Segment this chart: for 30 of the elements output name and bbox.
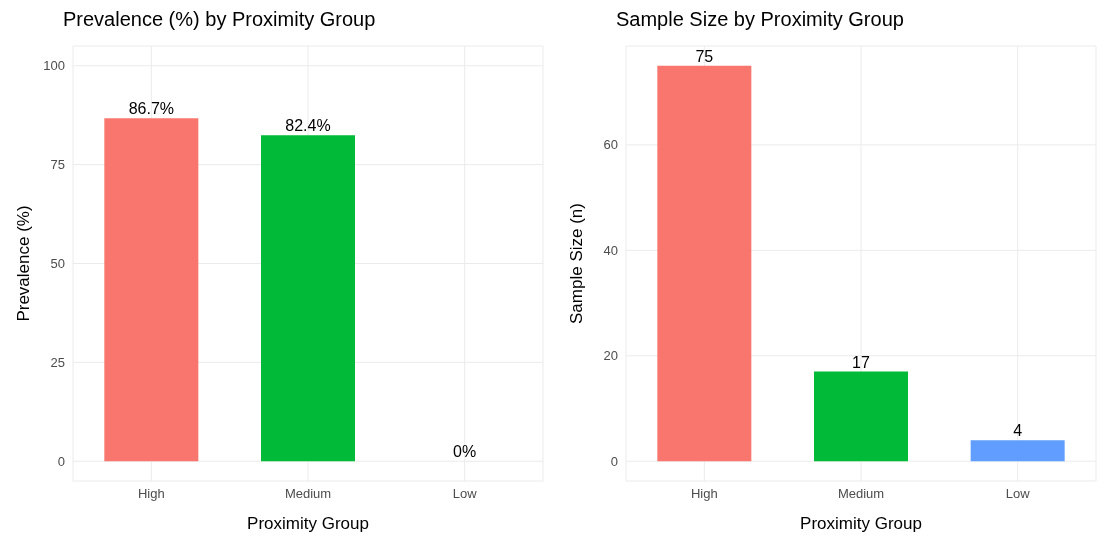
y-tick-label: 60 bbox=[603, 137, 618, 153]
y-axis-title: Sample Size (n) bbox=[567, 203, 587, 324]
x-tick-label: Low bbox=[452, 486, 478, 502]
x-tick-label: Medium bbox=[284, 486, 332, 502]
x-tick-label: Low bbox=[1005, 486, 1031, 502]
chart-title: Sample Size by Proximity Group bbox=[615, 8, 905, 32]
y-tick-label: 0 bbox=[57, 453, 65, 469]
y-tick-label: 50 bbox=[50, 256, 65, 272]
y-axis-title: Prevalence (%) bbox=[14, 205, 34, 322]
bar bbox=[814, 371, 908, 462]
y-tick-label: 75 bbox=[50, 157, 65, 173]
y-tick-label: 40 bbox=[603, 242, 618, 258]
data-label: 4 bbox=[1013, 422, 1023, 440]
data-label: 17 bbox=[852, 353, 870, 371]
y-tick-label: 100 bbox=[43, 58, 65, 74]
x-axis-title: Proximity Group bbox=[800, 514, 922, 533]
data-label: 0% bbox=[453, 443, 477, 461]
data-label: 82.4% bbox=[285, 117, 331, 135]
chart-title: Prevalence (%) by Proximity Group bbox=[62, 8, 377, 32]
x-tick-label: Medium bbox=[837, 486, 885, 502]
y-tick-label: 0 bbox=[610, 453, 618, 469]
y-tick-label: 25 bbox=[50, 354, 65, 370]
data-label: 86.7% bbox=[128, 100, 175, 118]
x-axis-title: Proximity Group bbox=[247, 514, 369, 533]
x-tick-label: High bbox=[137, 486, 165, 502]
bar bbox=[970, 440, 1065, 462]
data-label: 75 bbox=[695, 47, 714, 65]
y-tick-label: 20 bbox=[603, 348, 618, 364]
bar bbox=[657, 65, 752, 462]
x-tick-label: High bbox=[690, 486, 718, 502]
